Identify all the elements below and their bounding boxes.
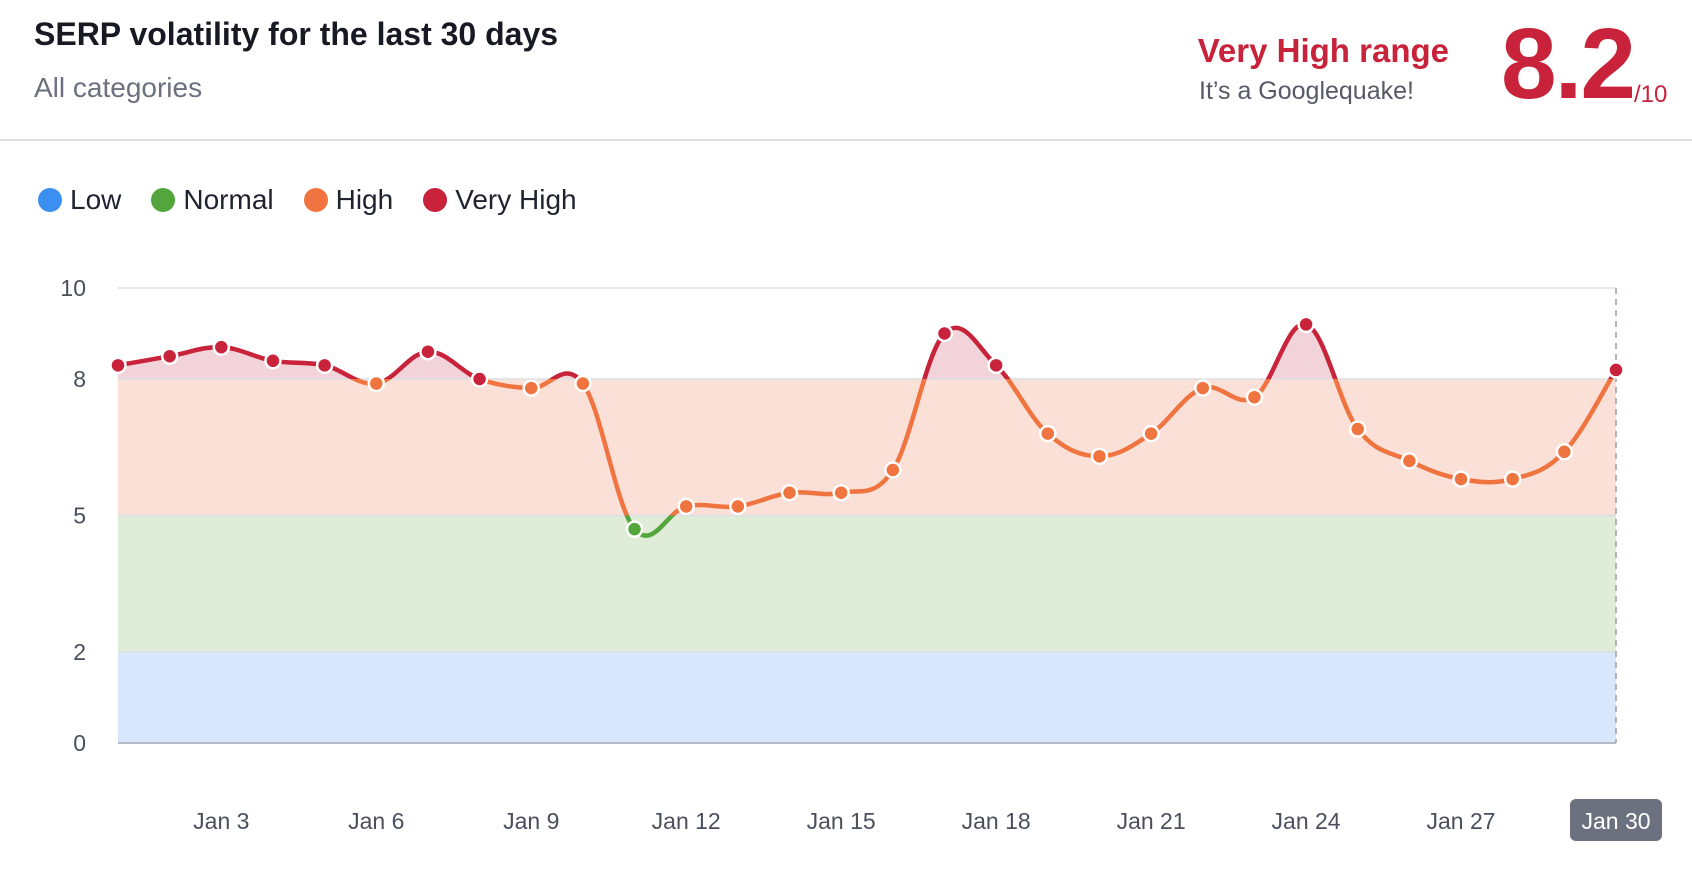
data-point[interactable] [109, 356, 127, 375]
x-tick-label: Jan 24 [1272, 808, 1341, 834]
data-point[interactable] [625, 520, 644, 538]
data-point[interactable] [470, 370, 489, 388]
y-tick-label: 0 [73, 730, 86, 756]
band-very-high [118, 288, 1616, 379]
x-tick-label: Jan 15 [807, 808, 876, 834]
volatility-score: 8.2 [1500, 8, 1636, 120]
y-tick-label: 2 [73, 639, 86, 665]
legend-dot-icon [423, 188, 448, 212]
chart-legend: Low Normal High Very High [38, 184, 607, 216]
band-low [118, 652, 1616, 743]
range-description: It’s a Googlequake! [1199, 77, 1414, 105]
legend-label: Normal [183, 184, 274, 215]
legend-item-high[interactable]: High [303, 184, 394, 216]
header: SERP volatility for the last 30 days All… [0, 0, 1692, 141]
data-point[interactable] [780, 484, 799, 502]
data-point[interactable] [315, 356, 334, 375]
data-point[interactable] [367, 374, 386, 393]
data-point[interactable] [729, 497, 747, 516]
legend-dot-icon [303, 188, 328, 212]
legend-item-very-high[interactable]: Very High [423, 184, 577, 216]
data-point[interactable] [987, 356, 1005, 375]
data-point[interactable] [522, 379, 540, 397]
legend-dot-icon [38, 188, 62, 212]
x-tick-label: Jan 18 [962, 808, 1031, 834]
x-tick-highlight [1570, 799, 1662, 841]
x-tick-label: Jan 12 [652, 808, 721, 834]
data-point[interactable] [574, 374, 592, 393]
data-point[interactable] [212, 338, 231, 356]
data-point[interactable] [1090, 447, 1109, 466]
data-point[interactable] [1039, 424, 1057, 443]
x-tick-label: Jan 21 [1117, 808, 1186, 834]
data-point[interactable] [677, 497, 695, 516]
legend-item-normal[interactable]: Normal [151, 184, 274, 216]
score-max: /10 [1634, 81, 1668, 108]
y-tick-label: 8 [73, 366, 86, 392]
range-label: Very High range [1197, 32, 1449, 69]
x-tick-label: Jan 27 [1427, 808, 1496, 834]
x-tick-label: Jan 6 [348, 808, 404, 834]
data-point[interactable] [1503, 470, 1522, 488]
data-point[interactable] [264, 352, 282, 370]
page-title: SERP volatility for the last 30 days [34, 16, 559, 52]
legend-label: Very High [455, 184, 577, 215]
data-point[interactable] [1400, 452, 1419, 470]
y-tick-label: 5 [73, 503, 86, 529]
data-point[interactable] [1452, 470, 1470, 488]
legend-label: Low [70, 184, 122, 215]
data-point[interactable] [884, 461, 902, 479]
category-subtitle: All categories [34, 72, 203, 103]
data-point[interactable] [935, 324, 954, 343]
data-point[interactable] [419, 342, 437, 361]
series-line-vhigh [115, 322, 1619, 380]
data-point[interactable] [160, 347, 179, 365]
data-point[interactable] [1348, 420, 1367, 438]
data-point[interactable] [1297, 315, 1315, 334]
x-tick-label: Jan 9 [503, 808, 559, 834]
data-point[interactable] [1607, 361, 1625, 379]
data-point[interactable] [1555, 443, 1574, 461]
legend-dot-icon [151, 188, 176, 212]
y-tick-label: 10 [60, 275, 86, 301]
legend-label: High [335, 184, 394, 215]
data-point[interactable] [1245, 388, 1264, 406]
data-point[interactable] [1142, 424, 1160, 443]
band-normal [118, 515, 1616, 652]
band-high [118, 379, 1616, 516]
x-tick-label: Jan 30 [1581, 808, 1650, 834]
legend-item-low[interactable]: Low [38, 184, 121, 216]
data-point[interactable] [832, 484, 850, 502]
data-point[interactable] [1194, 379, 1212, 397]
x-tick-label: Jan 3 [193, 808, 249, 834]
